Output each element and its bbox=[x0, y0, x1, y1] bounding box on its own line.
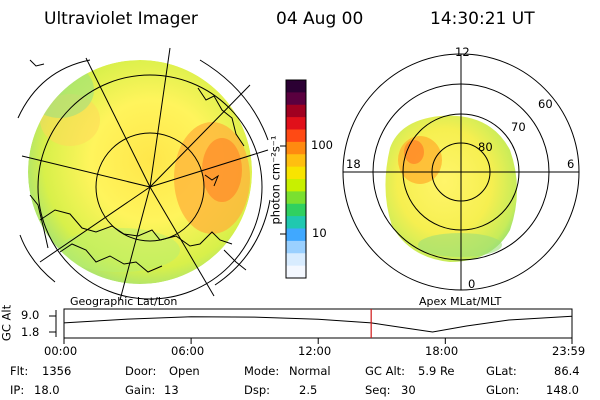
colorbar-tick-10: 10 bbox=[312, 226, 327, 240]
status-glon-label: GLon: bbox=[486, 383, 520, 397]
geo-caption: Geographic Lat/Lon bbox=[70, 295, 178, 308]
status-flt-value: 1356 bbox=[42, 364, 72, 378]
colorbar-cell bbox=[286, 240, 306, 254]
altitude-plot bbox=[49, 308, 573, 344]
mlt-label-18: 18 bbox=[346, 157, 361, 171]
colorbar-cell bbox=[286, 166, 306, 180]
status-seq-label: Seq: bbox=[365, 383, 391, 397]
colorbar-cell bbox=[286, 117, 306, 130]
xtick-label-0600: 06:00 bbox=[171, 344, 205, 358]
status-dsp-label: Dsp: bbox=[244, 383, 271, 397]
colorbar-cell bbox=[286, 141, 306, 155]
status-ip-value: 18.0 bbox=[34, 383, 60, 397]
status-glon-value: 148.0 bbox=[546, 383, 579, 397]
mlt-label-6: 6 bbox=[567, 157, 575, 171]
observation-date: 04 Aug 00 bbox=[276, 9, 364, 29]
xtick-label-2359: 23:59 bbox=[552, 344, 586, 358]
colorbar-cell bbox=[286, 179, 306, 192]
status-gain-label: Gain: bbox=[125, 383, 156, 397]
lat-label-70: 70 bbox=[511, 120, 526, 134]
status-glat-value: 86.4 bbox=[554, 364, 580, 378]
apex-panel bbox=[342, 53, 580, 291]
colorbar-unit-label: photon cm⁻²s⁻¹ bbox=[268, 135, 283, 225]
status-dsp-value: 2.5 bbox=[299, 383, 318, 397]
status-gcalt-label: GC Alt: bbox=[365, 364, 406, 378]
altitude-ytick-1-8: 1.8 bbox=[21, 325, 40, 339]
status-gcalt-value: 5.9 Re bbox=[418, 364, 455, 378]
geo-graticule bbox=[21, 47, 269, 301]
status-mode-value: Normal bbox=[289, 364, 331, 378]
apex-caption: Apex MLat/MLT bbox=[419, 295, 502, 308]
colorbar-cell bbox=[286, 191, 306, 205]
mlt-label-0: 0 bbox=[468, 277, 476, 291]
mlt-label-12: 12 bbox=[455, 45, 470, 59]
lat-label-60: 60 bbox=[538, 97, 553, 111]
observation-time: 14:30:21 UT bbox=[430, 9, 535, 29]
colorbar-cell bbox=[286, 253, 306, 267]
status-gain-value: 13 bbox=[164, 383, 179, 397]
colorbar-cell bbox=[286, 154, 306, 168]
status-door-label: Door: bbox=[125, 364, 157, 378]
geographic-panel bbox=[17, 47, 271, 301]
colorbar bbox=[280, 79, 307, 279]
status-mode-label: Mode: bbox=[244, 364, 280, 378]
status-flt-label: Flt: bbox=[10, 364, 29, 378]
xtick-label-1800: 18:00 bbox=[425, 344, 459, 358]
colorbar-cell bbox=[286, 104, 306, 118]
xtick-label-0000: 00:00 bbox=[44, 344, 78, 358]
coastlines bbox=[29, 59, 247, 273]
colorbar-cell bbox=[286, 80, 306, 93]
colorbar-tick-100: 100 bbox=[311, 138, 333, 152]
lat-label-80: 80 bbox=[478, 140, 493, 154]
colorbar-cell bbox=[286, 129, 306, 143]
status-ip-label: IP: bbox=[10, 383, 25, 397]
status-door-value: Open bbox=[169, 364, 200, 378]
colorbar-cell bbox=[286, 228, 306, 242]
status-glat-label: GLat: bbox=[486, 364, 517, 378]
colorbar-cell bbox=[286, 203, 306, 217]
xtick-label-1200: 12:00 bbox=[298, 344, 332, 358]
colorbar-cell bbox=[286, 265, 306, 279]
instrument-title: Ultraviolet Imager bbox=[44, 9, 198, 29]
status-seq-value: 30 bbox=[401, 383, 416, 397]
altitude-ylabel: GC Alt bbox=[0, 304, 14, 342]
colorbar-cell bbox=[286, 92, 306, 106]
altitude-ytick-9: 9.0 bbox=[21, 308, 40, 322]
colorbar-cell bbox=[286, 216, 306, 229]
apex-grid bbox=[342, 53, 580, 291]
